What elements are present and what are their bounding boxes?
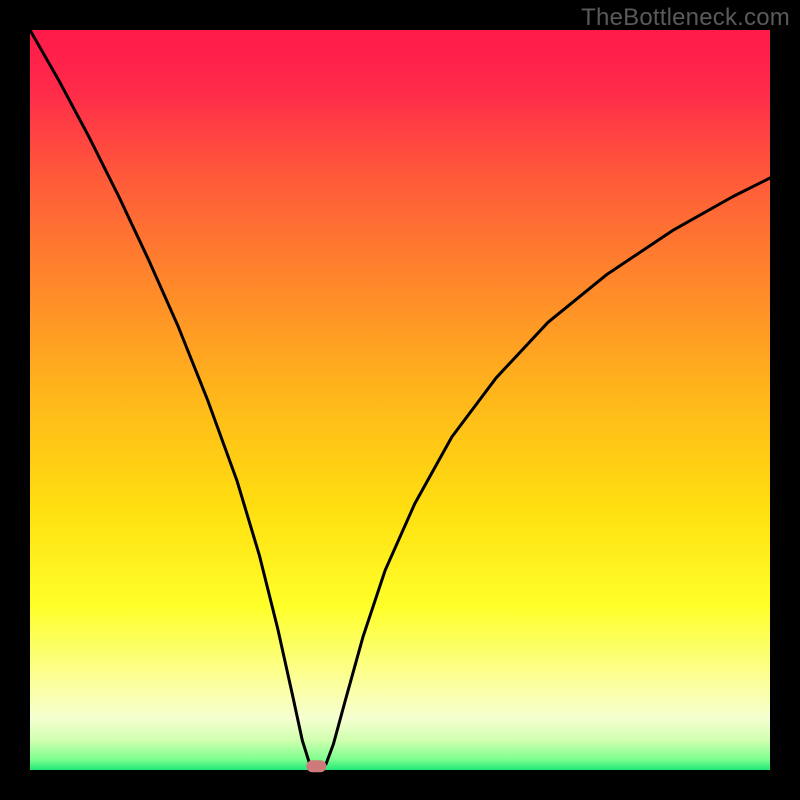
chart-root: { "watermark": { "text": "TheBottleneck.… [0, 0, 800, 800]
bottleneck-chart [0, 0, 800, 800]
plot-background [30, 30, 770, 770]
optimum-marker [306, 760, 326, 772]
watermark-text: TheBottleneck.com [581, 4, 790, 32]
